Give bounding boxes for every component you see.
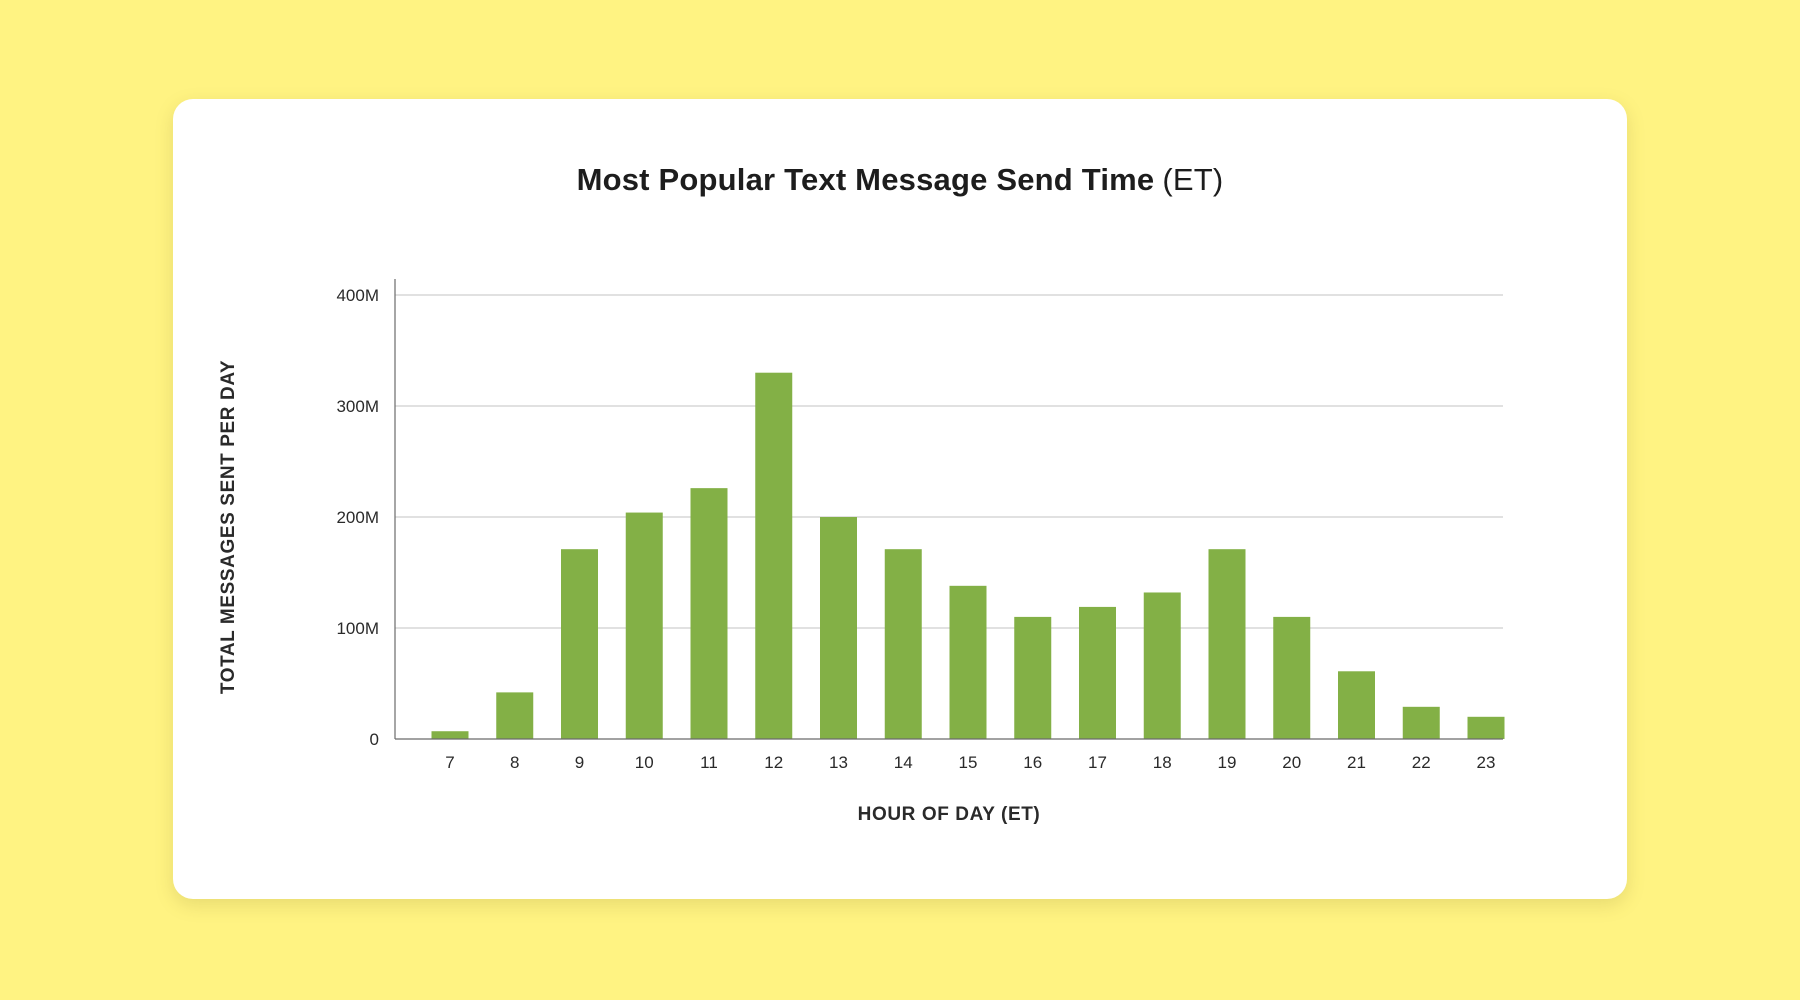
- bars: [431, 372, 1505, 739]
- x-tick-label: 17: [1088, 753, 1107, 772]
- x-tick-label: 7: [445, 753, 454, 772]
- chart-title: Most Popular Text Message Send Time (ET): [173, 162, 1627, 198]
- y-tick-label: 0: [370, 730, 379, 749]
- y-axis-title: TOTAL MESSAGES SENT PER DAY: [218, 360, 239, 694]
- x-tick-label: 13: [829, 753, 848, 772]
- bar-hour-23: [1467, 716, 1505, 739]
- bar-hour-12: [755, 372, 793, 739]
- bar-hour-10: [625, 512, 663, 739]
- x-tick-label: 23: [1477, 753, 1496, 772]
- chart-card: Most Popular Text Message Send Time (ET) …: [173, 99, 1627, 899]
- x-tick-label: 16: [1023, 753, 1042, 772]
- x-tick-label: 15: [959, 753, 978, 772]
- bar-hour-14: [884, 549, 922, 739]
- y-tick-label: 100M: [336, 619, 379, 638]
- x-tick-label: 8: [510, 753, 519, 772]
- bar-hour-20: [1273, 616, 1311, 739]
- y-tick-label: 300M: [336, 397, 379, 416]
- bar-hour-19: [1208, 549, 1246, 739]
- bar-hour-15: [949, 585, 987, 739]
- x-tick-label: 14: [894, 753, 913, 772]
- x-tick-label: 10: [635, 753, 654, 772]
- bar-hour-9: [561, 549, 598, 739]
- bar-hour-22: [1402, 706, 1440, 739]
- x-tick-label: 21: [1347, 753, 1366, 772]
- chart-title-unit: (ET): [1162, 162, 1224, 197]
- bar-hour-17: [1079, 606, 1116, 739]
- bar-hour-7: [431, 731, 469, 739]
- x-tick-label: 22: [1412, 753, 1431, 772]
- bar-hour-8: [496, 692, 534, 739]
- chart-title-main: Most Popular Text Message Send Time: [576, 162, 1155, 197]
- x-axis-title: HOUR OF DAY (ET): [858, 804, 1041, 825]
- x-tick-label: 20: [1282, 753, 1301, 772]
- x-tick-labels: 7 8 9 10 11 12 13 14 15 16 17 18 19 20 21 22 23: [445, 753, 1495, 772]
- y-tick-label: 200M: [336, 508, 379, 527]
- bar-hour-11: [690, 488, 728, 739]
- bar-hour-16: [1014, 616, 1052, 739]
- x-tick-label: 18: [1153, 753, 1172, 772]
- x-tick-label: 11: [700, 753, 718, 772]
- bar-hour-21: [1338, 671, 1375, 739]
- y-tick-labels: 0 100M 200M 300M 400M: [336, 286, 379, 749]
- y-tick-label: 400M: [336, 286, 379, 305]
- axes: [394, 279, 1503, 740]
- x-tick-label: 12: [764, 753, 783, 772]
- x-tick-label: 9: [575, 753, 584, 772]
- x-tick-label: 19: [1218, 753, 1237, 772]
- bar-hour-18: [1143, 592, 1181, 739]
- bar-hour-13: [820, 517, 857, 739]
- bar-chart: 0 100M 200M 300M 400M 7 8 9 10 11 12 13 14 15 16 17 18 1…: [218, 279, 1505, 825]
